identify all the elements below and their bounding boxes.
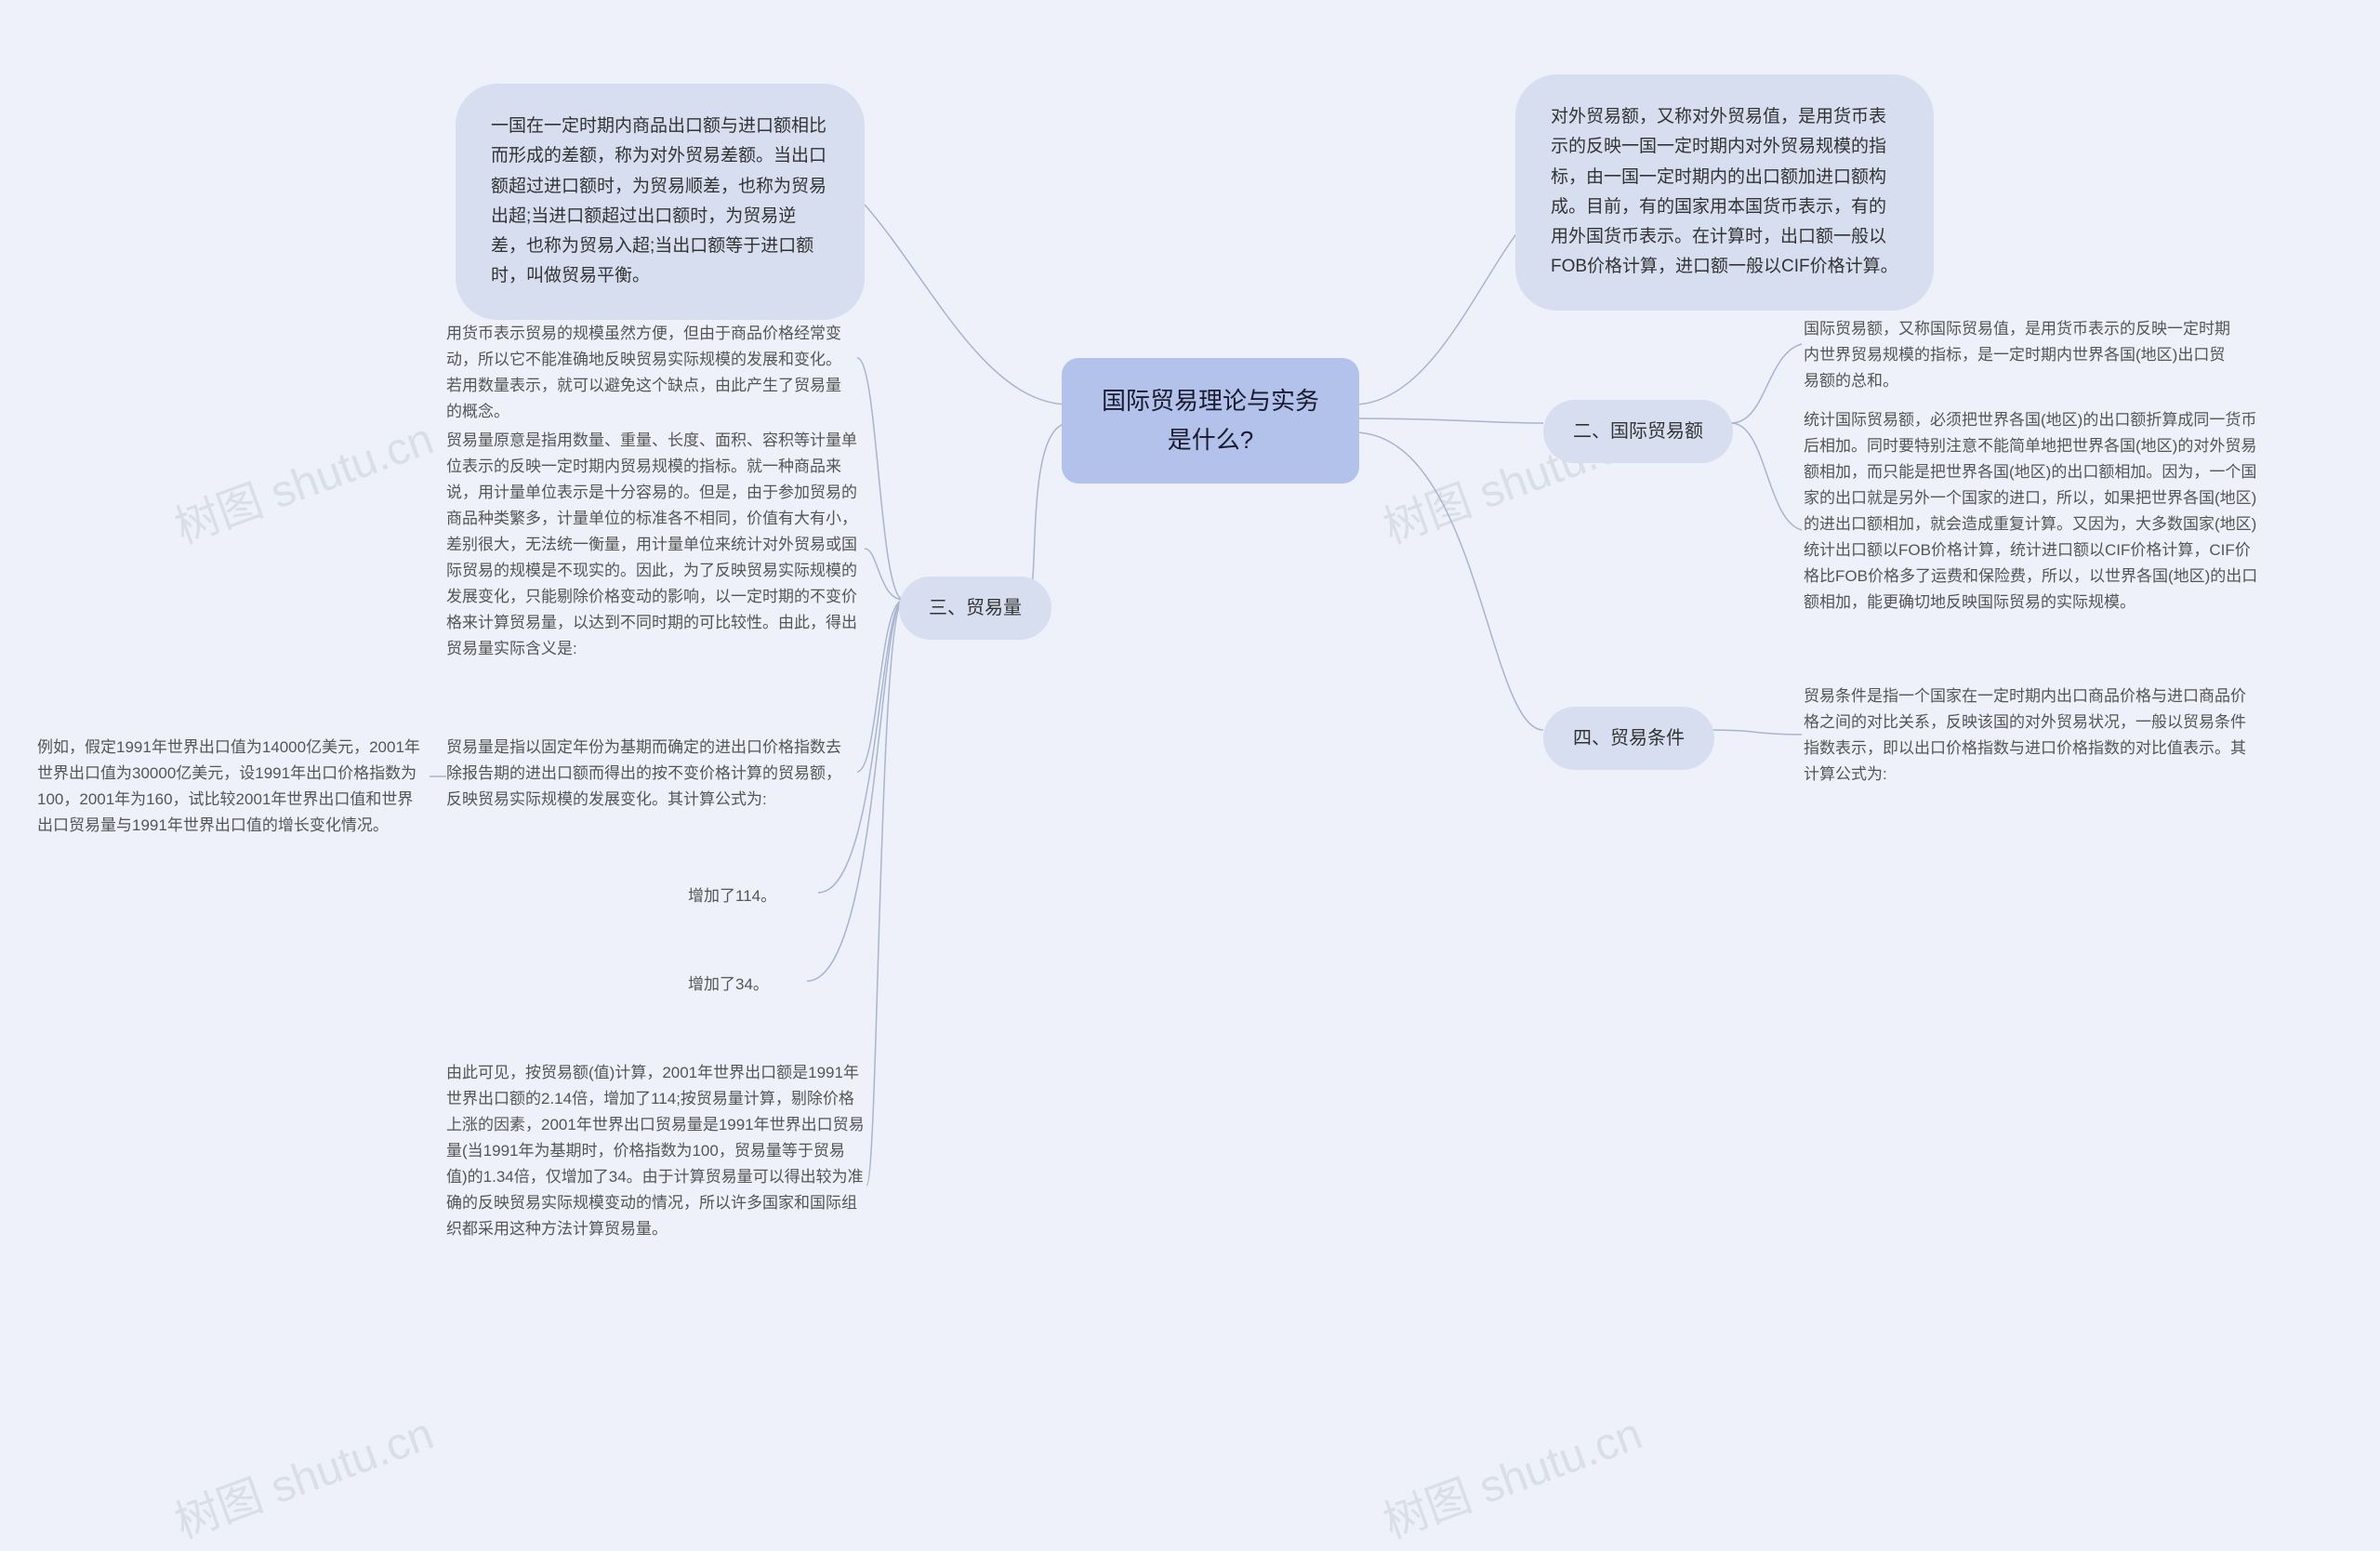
leaf-s4-p1: 贸易条件是指一个国家在一定时期内出口商品价格与进口商品价格之间的对比关系，反映该… [1804, 683, 2250, 788]
leaf-s3-p1: 用货币表示贸易的规模虽然方便，但由于商品价格经常变动，所以它不能准确地反映贸易实… [446, 321, 855, 425]
node-section-4[interactable]: 四、贸易条件 [1543, 707, 1714, 770]
watermark: 树图 shutu.cn [1373, 1397, 1649, 1550]
leaf-s2-p1: 国际贸易额，又称国际贸易值，是用货币表示的反映一定时期内世界贸易规模的指标，是一… [1804, 316, 2241, 394]
leaf-s3-p3-example: 例如，假定1991年世界出口值为14000亿美元，2001年世界出口值为3000… [37, 735, 428, 839]
node-section-3[interactable]: 三、贸易量 [899, 577, 1051, 640]
watermark: 树图 shutu.cn [165, 402, 441, 555]
leaf-s3-p5: 增加了34。 [688, 972, 809, 998]
leaf-s2-p2: 统计国际贸易额，必须把世界各国(地区)的出口额折算成同一货币后相加。同时要特别注… [1804, 407, 2259, 616]
leaf-s3-p4: 增加了114。 [688, 883, 818, 909]
node-foreign-trade-value[interactable]: 对外贸易额，又称对外贸易值，是用货币表示的反映一国一定时期内对外贸易规模的指标，… [1515, 74, 1934, 311]
leaf-s3-p3: 贸易量是指以固定年份为基期而确定的进出口价格指数去除报告期的进出口额而得出的按不… [446, 735, 855, 813]
watermark: 树图 shutu.cn [165, 1397, 441, 1550]
node-section-2[interactable]: 二、国际贸易额 [1543, 400, 1733, 463]
leaf-s3-p2: 贸易量原意是指用数量、重量、长度、面积、容积等计量单位表示的反映一定时期内贸易规… [446, 428, 865, 662]
root-node[interactable]: 国际贸易理论与实务是什么? [1062, 358, 1359, 484]
leaf-s3-p6: 由此可见，按贸易额(值)计算，2001年世界出口额是1991年世界出口额的2.1… [446, 1060, 865, 1242]
node-trade-balance[interactable]: 一国在一定时期内商品出口额与进口额相比而形成的差额，称为对外贸易差额。当出口额超… [456, 84, 865, 320]
